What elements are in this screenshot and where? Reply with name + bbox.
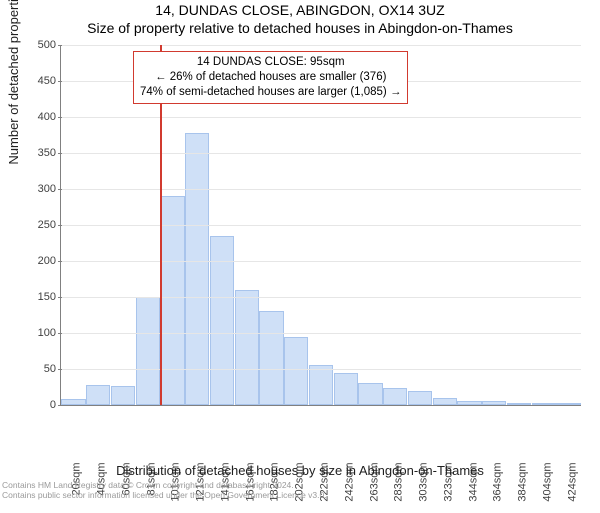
gridline: [61, 369, 581, 370]
histogram-bar: [160, 196, 184, 405]
gridline: [61, 153, 581, 154]
histogram-bar: [358, 383, 382, 405]
y-tick-label: 450: [28, 76, 56, 87]
histogram-bar: [457, 401, 481, 405]
histogram-bar: [507, 403, 531, 405]
y-tick-label: 150: [28, 292, 56, 303]
annotation-box: 14 DUNDAS CLOSE: 95sqm ← 26% of detached…: [133, 51, 408, 104]
y-axis-label: Number of detached properties: [6, 0, 21, 225]
histogram-bar: [309, 365, 333, 405]
footer-line2: Contains public sector information licen…: [2, 490, 600, 500]
footer-line1: Contains HM Land Registry data © Crown c…: [2, 480, 600, 490]
histogram-bar: [259, 311, 283, 405]
histogram-bar: [334, 373, 358, 405]
histogram-bar: [383, 388, 407, 405]
gridline: [61, 297, 581, 298]
histogram-bar: [433, 398, 457, 405]
gridline: [61, 333, 581, 334]
y-tick-label: 0: [28, 400, 56, 411]
histogram-bar: [61, 399, 85, 405]
histogram-bar: [185, 133, 209, 405]
y-tick-label: 50: [28, 364, 56, 375]
histogram-bar: [532, 403, 556, 405]
y-tick-label: 250: [28, 220, 56, 231]
histogram-bar: [556, 403, 580, 405]
y-tick-label: 100: [28, 328, 56, 339]
histogram-bar: [408, 391, 432, 405]
histogram-bar: [235, 290, 259, 405]
gridline: [61, 225, 581, 226]
histogram-bar: [111, 386, 135, 405]
annotation-line2: ← 26% of detached houses are smaller (37…: [140, 70, 401, 85]
plot-area: 14 DUNDAS CLOSE: 95sqm ← 26% of detached…: [60, 45, 581, 406]
histogram-bar: [284, 337, 308, 405]
annotation-line1: 14 DUNDAS CLOSE: 95sqm: [140, 55, 401, 70]
gridline: [61, 45, 581, 46]
histogram-bar: [136, 297, 160, 405]
chart-title: 14, DUNDAS CLOSE, ABINGDON, OX14 3UZ: [0, 2, 600, 18]
chart-subtitle: Size of property relative to detached ho…: [0, 20, 600, 36]
gridline: [61, 189, 581, 190]
y-tick-label: 300: [28, 184, 56, 195]
y-tick-label: 400: [28, 112, 56, 123]
gridline: [61, 261, 581, 262]
histogram-bar: [482, 401, 506, 405]
annotation-line3: 74% of semi-detached houses are larger (…: [140, 85, 401, 100]
y-tick-label: 500: [28, 40, 56, 51]
chart-container: { "title": "14, DUNDAS CLOSE, ABINGDON, …: [0, 0, 600, 500]
y-tick-label: 200: [28, 256, 56, 267]
x-axis-label: Distribution of detached houses by size …: [0, 463, 600, 478]
gridline: [61, 117, 581, 118]
y-tick-label: 350: [28, 148, 56, 159]
histogram-bar: [86, 385, 110, 405]
footer-attribution: Contains HM Land Registry data © Crown c…: [0, 480, 600, 500]
